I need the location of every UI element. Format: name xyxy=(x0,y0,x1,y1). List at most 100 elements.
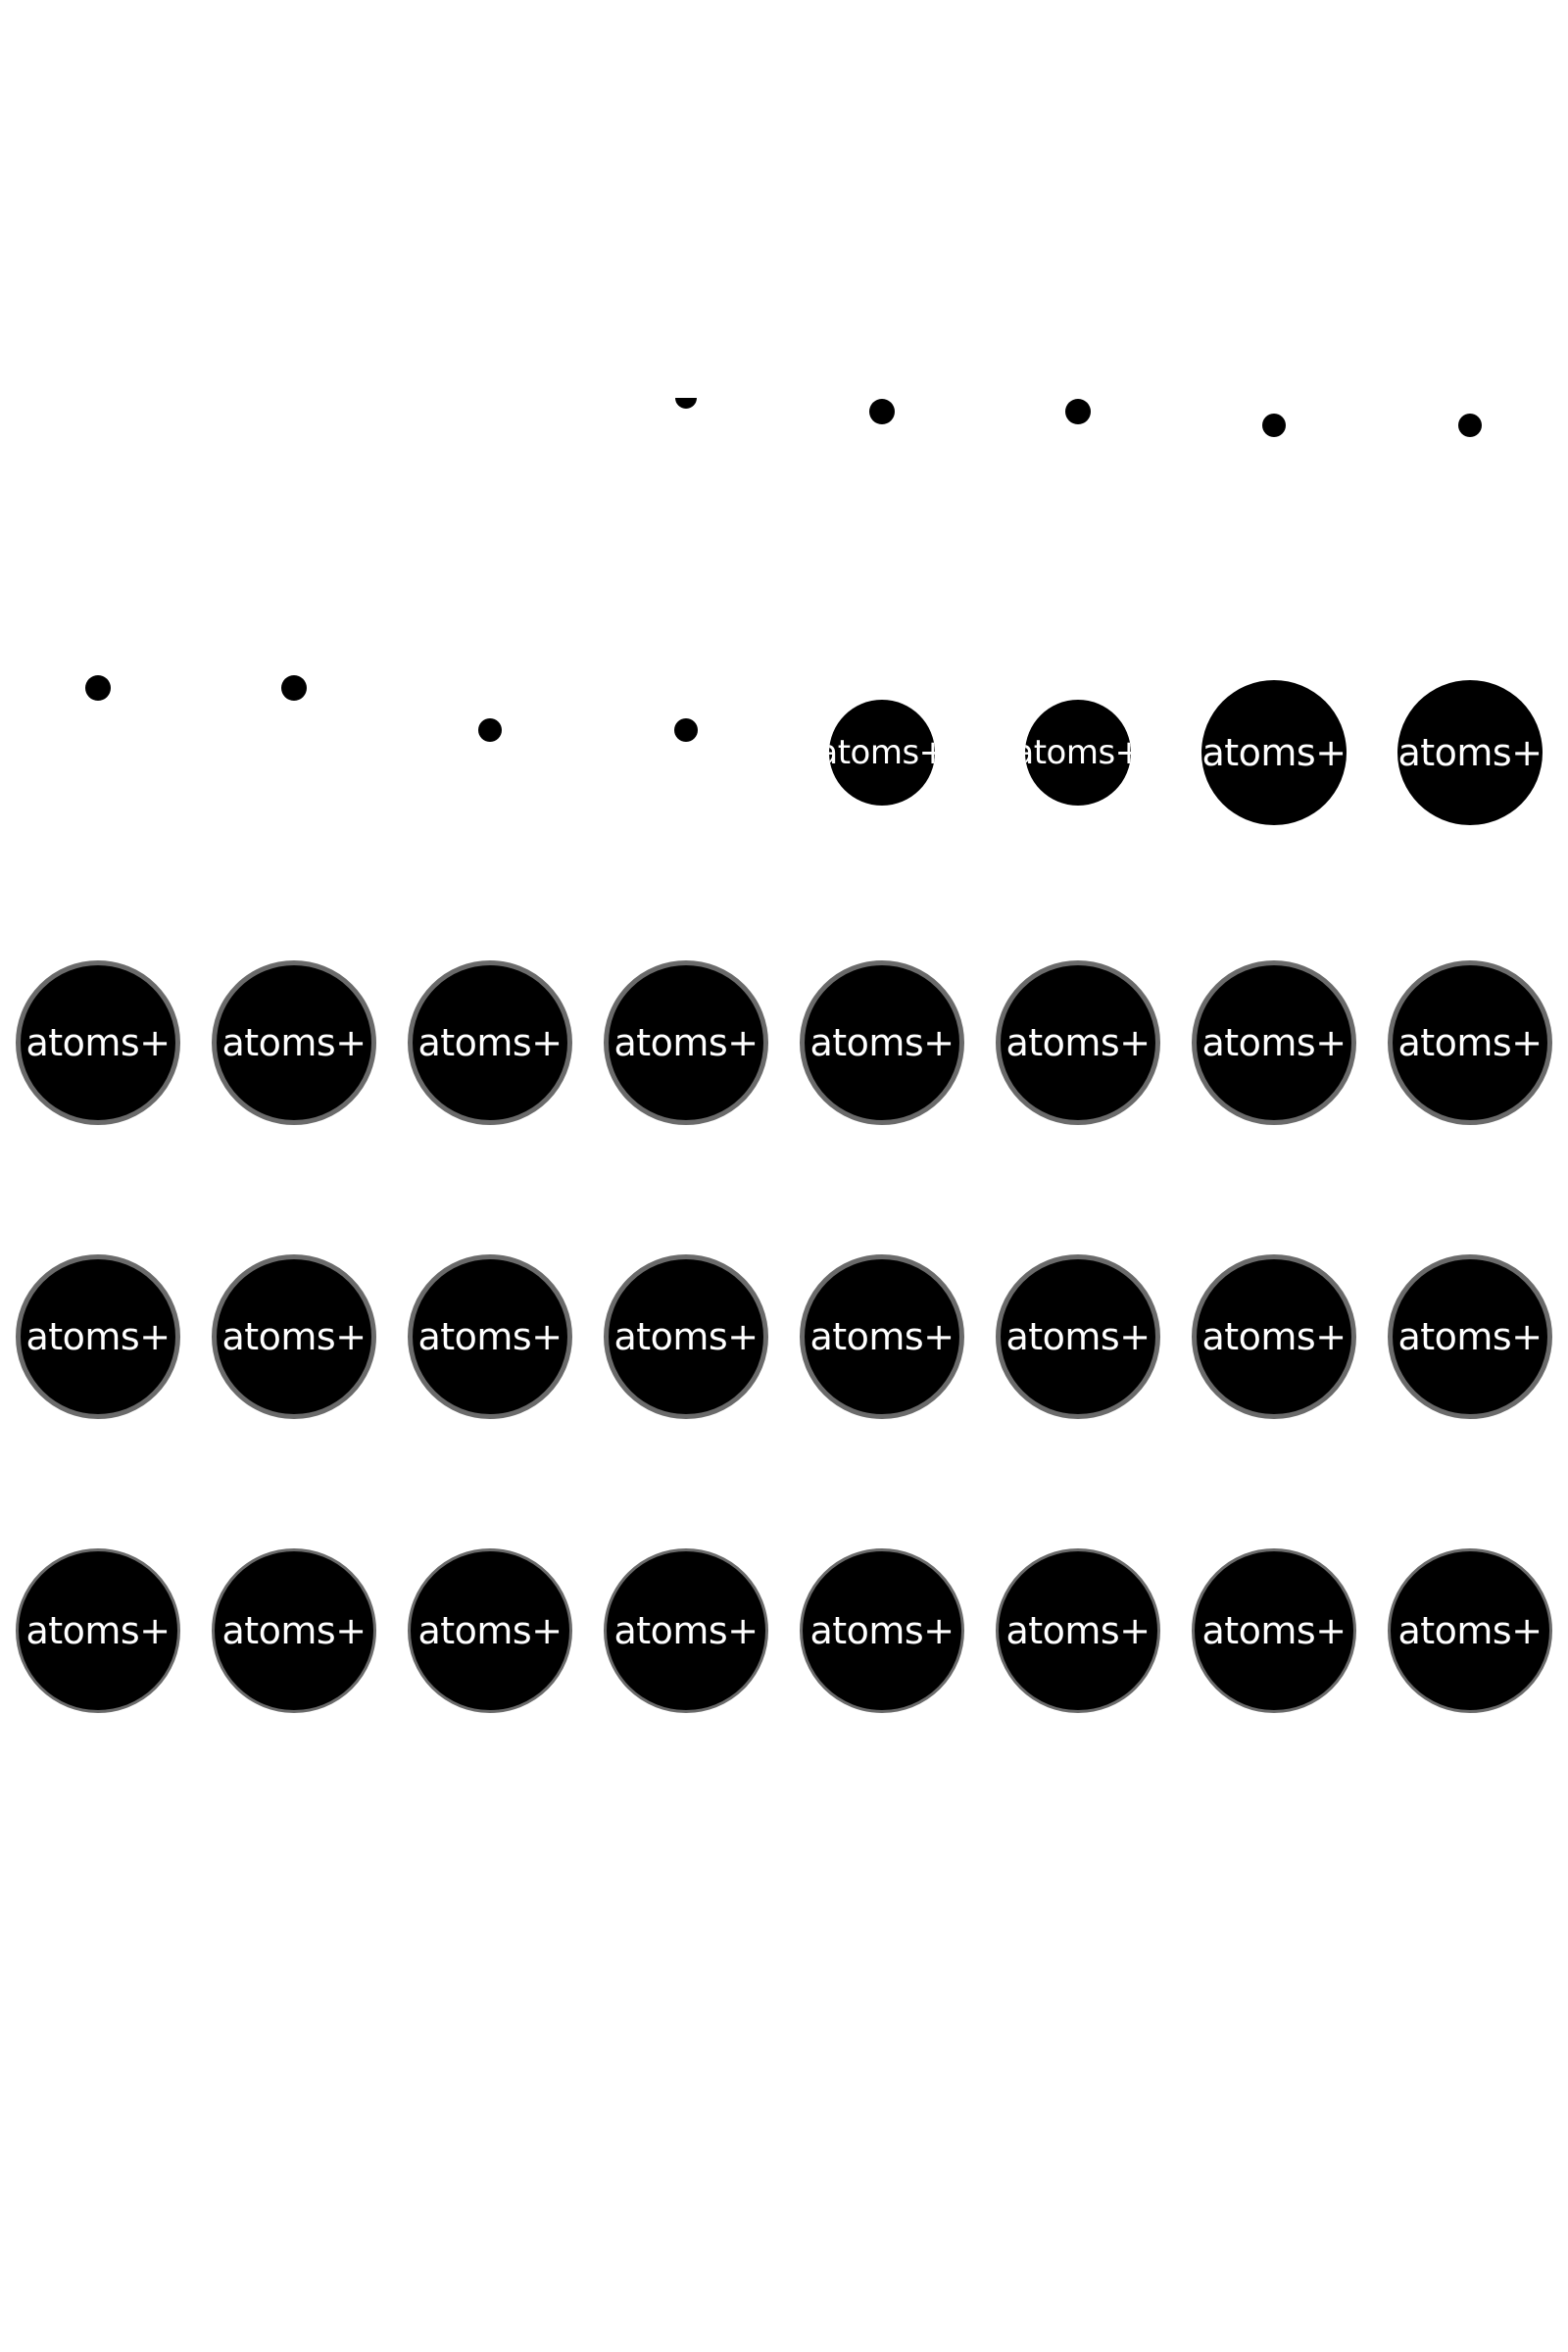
atoms-plus-logo-badge: atoms+ xyxy=(1025,700,1131,806)
logo-wordmark: atoms+ xyxy=(1201,1609,1347,1652)
animation-frame xyxy=(1372,0,1568,294)
logo-wordmark: atoms+ xyxy=(417,1021,563,1064)
animation-frame xyxy=(392,0,588,294)
logo-wordmark: atoms+ xyxy=(809,1021,955,1064)
animation-frame: atoms+ xyxy=(0,1176,196,1470)
animation-frame xyxy=(0,0,196,294)
logo-wordmark: atoms+ xyxy=(1005,1315,1151,1358)
atoms-plus-logo-badge: atoms+ xyxy=(800,1548,964,1713)
atoms-plus-logo-badge: atoms+ xyxy=(604,960,768,1125)
animation-frame: atoms+ xyxy=(1372,588,1568,882)
logo-wordmark: atoms+ xyxy=(1201,1021,1347,1064)
animation-frame xyxy=(0,294,196,588)
atoms-plus-logo-badge: atoms+ xyxy=(408,1548,572,1713)
animation-frame xyxy=(1372,294,1568,588)
logo-dot xyxy=(478,718,502,742)
animation-frame: atoms+ xyxy=(784,882,980,1176)
animation-frame: atoms+ xyxy=(392,1176,588,1470)
atoms-plus-logo-badge: atoms+ xyxy=(996,1254,1160,1419)
animation-frame: atoms+ xyxy=(196,882,392,1176)
atoms-plus-logo-badge: atoms+ xyxy=(1397,680,1543,825)
animation-frame: atoms+ xyxy=(196,1176,392,1470)
logo-wordmark: atoms+ xyxy=(417,1609,563,1652)
animation-frame: atoms+ xyxy=(588,1176,784,1470)
logo-wordmark: atoms+ xyxy=(1397,731,1543,774)
animation-frame: atoms+ xyxy=(0,882,196,1176)
atoms-plus-logo-badge: atoms+ xyxy=(800,960,964,1125)
logo-wordmark: atoms+ xyxy=(613,1315,759,1358)
animation-frame xyxy=(392,294,588,588)
logo-wordmark: atoms+ xyxy=(25,1021,171,1064)
atoms-plus-logo-badge: atoms+ xyxy=(1388,1254,1552,1419)
animation-frame xyxy=(980,0,1176,294)
atoms-plus-logo-badge: atoms+ xyxy=(16,960,180,1125)
logo-wordmark: atoms+ xyxy=(1005,1021,1151,1064)
animation-frame: atoms+ xyxy=(784,1176,980,1470)
atoms-plus-logo-badge: atoms+ xyxy=(16,1254,180,1419)
logo-dot xyxy=(85,675,111,701)
animation-frame: atoms+ xyxy=(1372,882,1568,1176)
logo-wordmark: atoms+ xyxy=(1005,1609,1151,1652)
animation-frame: atoms+ xyxy=(980,1470,1176,1764)
animation-frame: atoms+ xyxy=(784,588,980,882)
animation-frame: atoms+ xyxy=(980,1176,1176,1470)
atoms-plus-logo-badge: atoms+ xyxy=(212,960,376,1125)
animation-frame xyxy=(196,294,392,588)
atoms-plus-logo-badge: atoms+ xyxy=(212,1548,376,1713)
animation-frame xyxy=(980,294,1176,588)
animation-frame: atoms+ xyxy=(0,1470,196,1764)
animation-frame xyxy=(0,588,196,882)
animation-frame: atoms+ xyxy=(392,882,588,1176)
atoms-plus-logo-badge: atoms+ xyxy=(408,960,572,1125)
atoms-plus-logo-badge: atoms+ xyxy=(1192,960,1356,1125)
atoms-plus-logo-badge: atoms+ xyxy=(1192,1548,1356,1713)
animation-frame xyxy=(1176,0,1372,294)
atoms-plus-logo-badge: atoms+ xyxy=(1192,1254,1356,1419)
atoms-plus-logo-badge: atoms+ xyxy=(16,1548,180,1713)
animation-frame: atoms+ xyxy=(980,588,1176,882)
atoms-plus-logo-badge: atoms+ xyxy=(1388,1548,1552,1713)
animation-frame: atoms+ xyxy=(1176,1176,1372,1470)
logo-dot xyxy=(1458,414,1482,437)
logo-dot xyxy=(1262,414,1286,437)
animation-frame xyxy=(588,0,784,294)
animation-frame xyxy=(1176,294,1372,588)
logo-wordmark: atoms+ xyxy=(1201,1315,1347,1358)
logo-wordmark: atoms+ xyxy=(809,1609,955,1652)
animation-frame: atoms+ xyxy=(1176,588,1372,882)
logo-wordmark: atoms+ xyxy=(829,733,935,772)
logo-wordmark: atoms+ xyxy=(417,1315,563,1358)
logo-dot xyxy=(281,675,307,701)
logo-wordmark: atoms+ xyxy=(25,1609,171,1652)
animation-frame: atoms+ xyxy=(784,1470,980,1764)
atoms-plus-logo-badge: atoms+ xyxy=(996,1548,1160,1713)
logo-wordmark: atoms+ xyxy=(1201,731,1347,774)
atoms-plus-logo-badge: atoms+ xyxy=(996,960,1160,1125)
animation-frame xyxy=(588,294,784,588)
animation-frame xyxy=(784,294,980,588)
atoms-plus-logo-badge: atoms+ xyxy=(1388,960,1552,1125)
logo-dot xyxy=(869,399,895,424)
atoms-plus-logo-badge: atoms+ xyxy=(1201,680,1347,825)
animation-frame: atoms+ xyxy=(588,882,784,1176)
logo-wordmark: atoms+ xyxy=(1397,1315,1543,1358)
logo-dot xyxy=(675,398,697,409)
animation-frame xyxy=(196,588,392,882)
logo-wordmark: atoms+ xyxy=(613,1609,759,1652)
animation-frame: atoms+ xyxy=(1176,882,1372,1176)
logo-dot xyxy=(674,718,698,742)
logo-wordmark: atoms+ xyxy=(613,1021,759,1064)
animation-frame xyxy=(392,588,588,882)
atoms-plus-logo-badge: atoms+ xyxy=(604,1548,768,1713)
logo-wordmark: atoms+ xyxy=(221,1609,367,1652)
atoms-plus-logo-badge: atoms+ xyxy=(800,1254,964,1419)
logo-wordmark: atoms+ xyxy=(1397,1609,1543,1652)
atoms-plus-logo-badge: atoms+ xyxy=(829,700,935,806)
logo-wordmark: atoms+ xyxy=(221,1021,367,1064)
animation-frame: atoms+ xyxy=(1372,1176,1568,1470)
logo-wordmark: atoms+ xyxy=(1025,733,1131,772)
animation-frame: atoms+ xyxy=(588,1470,784,1764)
animation-frame: atoms+ xyxy=(1176,1470,1372,1764)
animation-frame: atoms+ xyxy=(392,1470,588,1764)
animation-frame xyxy=(588,588,784,882)
